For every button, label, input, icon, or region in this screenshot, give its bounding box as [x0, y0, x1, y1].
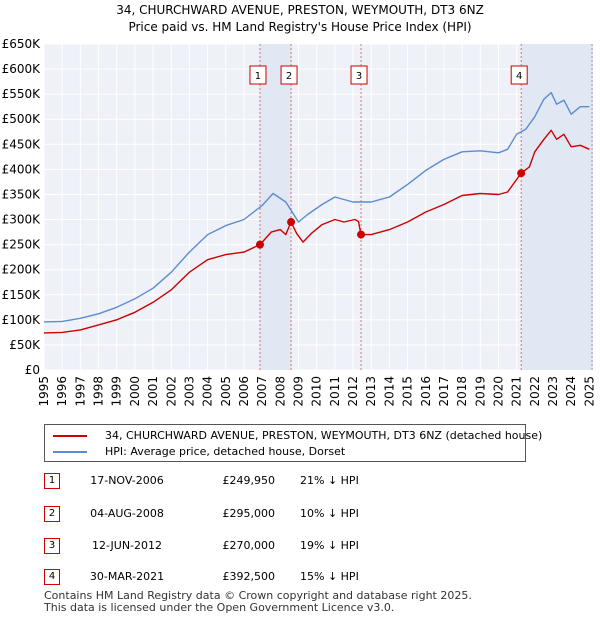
- sale-marker-box: [350, 65, 368, 85]
- ownership-shade: [259, 44, 292, 370]
- x-tick-label: 1998: [92, 376, 106, 407]
- y-tick-label: £650K: [2, 37, 42, 51]
- legend-swatch-property: [53, 435, 87, 437]
- sale-point: [357, 230, 366, 239]
- sale-marker-label: 1: [255, 71, 261, 82]
- y-tick-label: £450K: [2, 137, 42, 151]
- sale-row: 2 04-AUG-2008 £295,000 10% ↓ HPI: [0, 503, 600, 527]
- x-tick-label: 1997: [73, 376, 87, 407]
- x-tick-label: 2013: [364, 376, 378, 407]
- sale-marker-label: 4: [516, 71, 522, 82]
- sale-date: 30-MAR-2021: [89, 570, 165, 583]
- sale-points: [255, 169, 526, 249]
- x-tick-label: 2024: [564, 376, 578, 407]
- sale-row: 3 12-JUN-2012 £270,000 19% ↓ HPI: [0, 535, 600, 559]
- sale-marker-box: [510, 65, 528, 85]
- sale-price: £295,000: [222, 507, 276, 520]
- x-tick-label: 2018: [455, 376, 469, 407]
- sale-badge: 1: [44, 473, 60, 489]
- price-chart: 1 2 3 4 £0 £50K £100K £150K £200K £250K £300K £350…: [2, 37, 597, 407]
- x-tick-label: 2002: [164, 376, 178, 407]
- sale-hpi-diff: 19% ↓ HPI: [300, 539, 359, 552]
- sale-badge: 3: [44, 538, 60, 554]
- sale-date: 04-AUG-2008: [90, 507, 164, 520]
- x-tick-label: 2005: [219, 376, 233, 407]
- chart-subtitle: Price paid vs. HM Land Registry's House …: [128, 20, 472, 34]
- x-tick-label: 1999: [110, 376, 124, 407]
- sale-marker-label: 3: [356, 71, 362, 82]
- sale-badge: 4: [44, 569, 60, 585]
- x-tick-label: 2025: [582, 376, 596, 407]
- legend-label-hpi: HPI: Average price, detached house, Dors…: [105, 445, 346, 458]
- footer-copyright: Contains HM Land Registry data © Crown c…: [44, 589, 472, 602]
- sale-markers: 1 2 3 4: [249, 65, 528, 85]
- x-tick-label: 2010: [310, 376, 324, 407]
- x-tick-label: 2000: [128, 376, 142, 407]
- sale-hpi-diff: 21% ↓ HPI: [300, 474, 359, 487]
- sale-hpi-diff: 10% ↓ HPI: [300, 507, 359, 520]
- x-tick-label: 2003: [182, 376, 196, 407]
- x-tick-label: 2021: [510, 376, 524, 407]
- sale-date: 12-JUN-2012: [91, 539, 163, 552]
- x-tick-label: 2009: [292, 376, 306, 407]
- x-tick-label: 2016: [419, 376, 433, 407]
- x-tick-label: 2011: [328, 376, 342, 407]
- y-tick-label: £350K: [2, 187, 42, 201]
- x-tick-label: 2022: [528, 376, 542, 407]
- sale-shades: [259, 44, 593, 370]
- sale-price: £270,000: [222, 539, 276, 552]
- sale-point: [517, 169, 526, 178]
- x-tick-label: 2015: [401, 376, 415, 407]
- x-tick-label: 2006: [237, 376, 251, 407]
- x-tick-label: 2001: [146, 376, 160, 407]
- y-tick-label: £250K: [2, 238, 42, 252]
- y-tick-label: £550K: [2, 87, 42, 101]
- sale-hpi-diff: 15% ↓ HPI: [300, 570, 359, 583]
- sale-marker-box: [280, 65, 298, 85]
- ownership-shade: [521, 44, 593, 370]
- series-lines: [43, 91, 590, 334]
- legend-label-property: 34, CHURCHWARD AVENUE, PRESTON, WEYMOUTH…: [105, 429, 543, 442]
- sale-price: £392,500: [222, 570, 276, 583]
- chart-title: 34, CHURCHWARD AVENUE, PRESTON, WEYMOUTH…: [116, 3, 484, 17]
- x-axis-ticks: 1995 1996 1997 1998 1999 2000 2001 2002 2003 2004…: [37, 376, 596, 407]
- x-tick-label: 2023: [546, 376, 560, 407]
- x-tick-label: 2012: [346, 376, 360, 407]
- x-tick-label: 1996: [55, 376, 69, 407]
- y-tick-label: £200K: [2, 263, 42, 277]
- x-tick-label: 2007: [255, 376, 269, 407]
- sale-marker-label: 2: [286, 71, 292, 82]
- y-tick-label: £600K: [2, 62, 42, 76]
- legend-swatch-hpi: [53, 451, 87, 453]
- property-price-line: [43, 129, 590, 334]
- x-tick-label: 2008: [273, 376, 287, 407]
- footer-licence: This data is licensed under the Open Gov…: [44, 601, 395, 614]
- x-tick-label: 2020: [491, 376, 505, 407]
- y-tick-label: £0: [25, 363, 40, 377]
- x-tick-label: 2014: [382, 376, 396, 407]
- legend: 34, CHURCHWARD AVENUE, PRESTON, WEYMOUTH…: [44, 424, 542, 462]
- y-tick-label: £400K: [2, 162, 42, 176]
- y-tick-label: £300K: [2, 213, 42, 227]
- sale-row: 1 17-NOV-2006 £249,950 21% ↓ HPI: [0, 470, 600, 494]
- x-tick-label: 2019: [473, 376, 487, 407]
- sale-price: £249,950: [222, 474, 276, 487]
- hpi-line: [43, 91, 590, 323]
- y-tick-label: £500K: [2, 112, 42, 126]
- y-tick-label: £100K: [2, 313, 42, 327]
- sale-date: 17-NOV-2006: [90, 474, 164, 487]
- x-tick-label: 2004: [201, 376, 215, 407]
- grid: [43, 43, 593, 371]
- y-axis-ticks: £0 £50K £100K £150K £200K £250K £300K £350K £400…: [2, 37, 42, 377]
- y-tick-label: £50K: [9, 338, 41, 352]
- x-tick-label: 1995: [37, 376, 51, 407]
- sale-point: [255, 240, 264, 249]
- x-tick-label: 2017: [437, 376, 451, 407]
- sale-point: [287, 218, 296, 227]
- sale-marker-box: [249, 65, 267, 85]
- sale-badge: 2: [44, 506, 60, 522]
- sale-row: 4 30-MAR-2021 £392,500 15% ↓ HPI: [0, 566, 600, 590]
- y-tick-label: £150K: [2, 288, 42, 302]
